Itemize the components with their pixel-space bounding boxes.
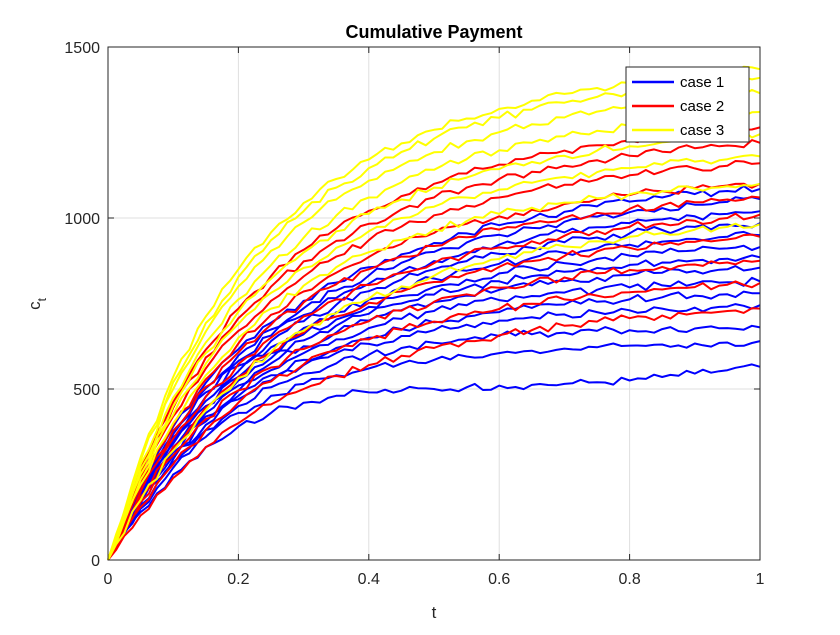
x-tick-label: 0.2 — [227, 571, 249, 588]
x-tick-label: 0 — [104, 571, 113, 588]
series-2-path — [107, 307, 761, 561]
x-tick-label: 0.6 — [488, 571, 510, 588]
y-axis-label-subscript: t — [35, 297, 49, 301]
x-tick-label: 0.8 — [618, 571, 640, 588]
series-1-path — [107, 230, 761, 561]
series-3-path — [107, 130, 761, 561]
y-axis-label-main: c — [25, 301, 44, 310]
y-tick-label: 0 — [91, 553, 100, 570]
legend: case 1 case 2 case 3 — [625, 66, 750, 143]
svg-text:ct: ct — [25, 297, 49, 310]
axis-ticks: 0 0.2 0.4 0.6 0.8 1 0 500 1000 1500 — [64, 40, 764, 588]
series-1-path — [107, 340, 761, 561]
x-tick-label: 0.4 — [358, 571, 380, 588]
y-tick-label: 1500 — [64, 40, 100, 57]
y-tick-label: 500 — [73, 382, 100, 399]
series-2-path — [107, 182, 761, 561]
y-axis-label: ct — [25, 297, 49, 310]
legend-label: case 2 — [680, 98, 724, 115]
x-tick-label: 1 — [756, 571, 765, 588]
x-axis-label: t — [432, 603, 437, 622]
series-3-path — [107, 222, 761, 561]
series-2-path — [107, 259, 761, 561]
legend-label: case 3 — [680, 122, 724, 139]
series-3-path — [107, 154, 761, 561]
series-3-path — [107, 182, 761, 561]
axes-box — [107, 46, 761, 561]
series-1-path — [107, 210, 761, 561]
y-tick-label: 1000 — [64, 211, 100, 228]
chart-title: Cumulative Payment — [345, 22, 522, 42]
series-2-path — [107, 212, 761, 561]
legend-label: case 1 — [680, 74, 724, 91]
series-1-path — [107, 324, 761, 561]
series-2 — [107, 126, 761, 561]
series-2-path — [107, 160, 761, 561]
series-1-path — [107, 303, 761, 561]
series-2-path — [107, 195, 761, 561]
series-2-path — [107, 280, 761, 561]
series-1-path — [107, 363, 761, 561]
